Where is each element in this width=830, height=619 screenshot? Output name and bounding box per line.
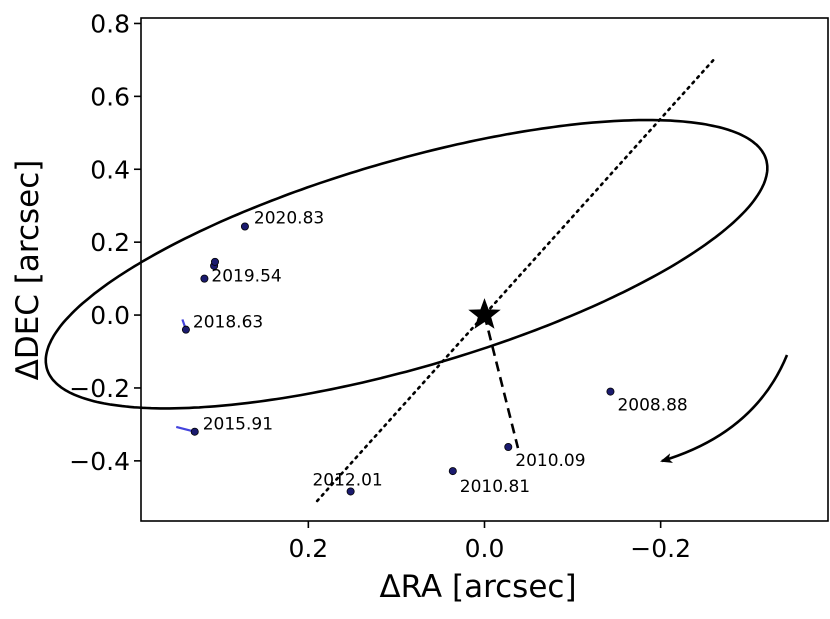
line-of-nodes bbox=[315, 58, 715, 503]
observation-point bbox=[346, 487, 355, 496]
y-tick-label: 0.8 bbox=[90, 9, 130, 38]
y-tick-label: −0.4 bbox=[69, 447, 130, 476]
y-tick-label: 0.6 bbox=[90, 82, 130, 111]
epoch-label: 2020.83 bbox=[254, 208, 324, 228]
epoch-label: 2019.54 bbox=[211, 267, 281, 287]
star-marker bbox=[468, 298, 501, 329]
epoch-label: 2008.88 bbox=[617, 396, 687, 416]
y-tick-label: 0.0 bbox=[90, 301, 130, 330]
y-axis-ticks: −0.4 −0.2 0.0 0.2 0.4 0.6 0.8 bbox=[69, 9, 141, 476]
epoch-labels: 2008.88 2010.09 2010.81 2012.01 2015.91 2018.… bbox=[193, 208, 688, 497]
epoch-label: 2010.09 bbox=[515, 451, 585, 471]
y-axis-title: ΔDEC [arcsec] bbox=[10, 160, 46, 381]
observation-point bbox=[448, 467, 457, 476]
y-tick-label: 0.2 bbox=[90, 228, 130, 257]
x-axis-title: ΔRA [arcsec] bbox=[379, 569, 576, 605]
y-tick-label: 0.4 bbox=[90, 155, 130, 184]
x-axis-ticks: 0.2 0.0 −0.2 bbox=[288, 521, 691, 563]
observation-point bbox=[200, 274, 209, 283]
observation-point bbox=[504, 443, 513, 452]
epoch-label: 2010.81 bbox=[460, 477, 530, 497]
observation-point bbox=[181, 325, 190, 334]
x-tick-label: 0.2 bbox=[288, 534, 328, 563]
plot-content: 2008.88 2010.09 2010.81 2012.01 2015.91 2018.… bbox=[44, 58, 789, 503]
orbit-direction-arrow bbox=[660, 354, 789, 463]
observation-point bbox=[606, 387, 615, 396]
observation-points bbox=[181, 222, 615, 496]
periastron-line bbox=[483, 314, 520, 449]
observation-point bbox=[190, 427, 199, 436]
x-tick-label: 0.0 bbox=[465, 534, 505, 563]
observation-point bbox=[240, 222, 249, 231]
orbit-ellipse bbox=[44, 118, 769, 410]
epoch-label: 2015.91 bbox=[203, 415, 273, 435]
y-tick-label: −0.2 bbox=[69, 374, 130, 403]
epoch-label: 2018.63 bbox=[193, 313, 263, 333]
epoch-label: 2012.01 bbox=[312, 470, 382, 490]
observation-point bbox=[210, 257, 219, 266]
x-tick-label: −0.2 bbox=[630, 534, 691, 563]
